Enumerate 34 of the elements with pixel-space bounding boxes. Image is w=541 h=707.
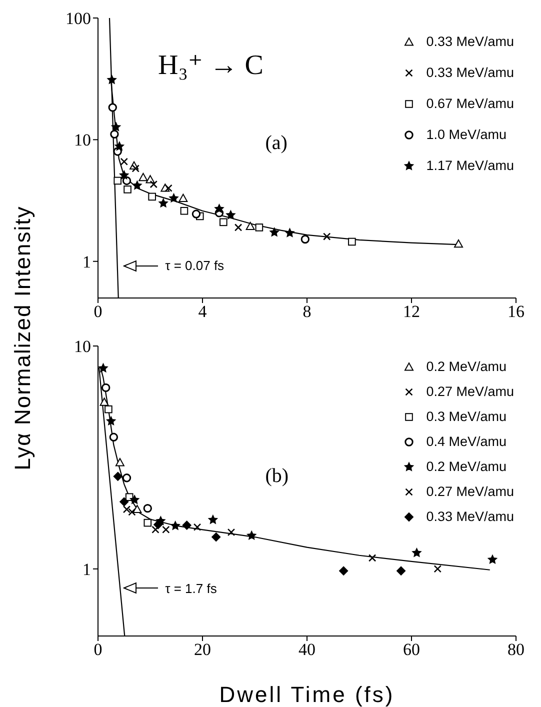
y-tick-label: 10	[74, 337, 91, 356]
x-tick-label: 0	[94, 640, 102, 660]
text: H₃⁺ → C	[158, 49, 264, 82]
x-tick-label: 16	[508, 302, 524, 322]
legend-label: 0.33 MeV/amu	[426, 34, 514, 49]
x-tick-label: 80	[508, 640, 524, 660]
x-tick-label: 60	[403, 640, 420, 660]
legend-label: 0.27 MeV/amu	[426, 484, 514, 499]
y-tick-label: 100	[66, 9, 91, 28]
x-tick-label: 4	[198, 302, 208, 322]
legend-label: 0.2 MeV/amu	[426, 359, 506, 374]
legend-label: 0.3 MeV/amu	[426, 409, 506, 424]
y-axis-title: Lyα Normalized Intensity	[10, 206, 36, 470]
legend-label: 0.33 MeV/amu	[426, 509, 514, 524]
x-tick-label: 0	[94, 302, 102, 322]
x-tick-label: 12	[403, 302, 420, 322]
legend-label: 0.4 MeV/amu	[426, 434, 506, 449]
y-tick-label: 10	[74, 130, 91, 150]
annotation: (b)	[265, 464, 289, 488]
x-tick-label: 40	[298, 640, 316, 660]
annotation: τ = 1.7 fs	[165, 580, 217, 596]
y-tick-label: 1	[82, 252, 91, 272]
legend-label: 0.2 MeV/amu	[426, 459, 506, 474]
x-axis-title: Dwell Time (fs)	[219, 682, 395, 707]
legend-label: 0.67 MeV/amu	[426, 96, 514, 111]
legend-label: 0.27 MeV/amu	[426, 384, 514, 399]
x-tick-label: 8	[302, 302, 312, 322]
legend-label: 1.17 MeV/amu	[426, 158, 514, 173]
legend-label: 0.33 MeV/amu	[426, 65, 514, 80]
legend-label: 1.0 MeV/amu	[426, 127, 506, 142]
y-tick-label: 1	[82, 560, 91, 579]
x-tick-label: 20	[194, 640, 211, 660]
annotation: (a)	[265, 132, 288, 155]
annotation: τ = 0.07 fs	[165, 258, 224, 274]
